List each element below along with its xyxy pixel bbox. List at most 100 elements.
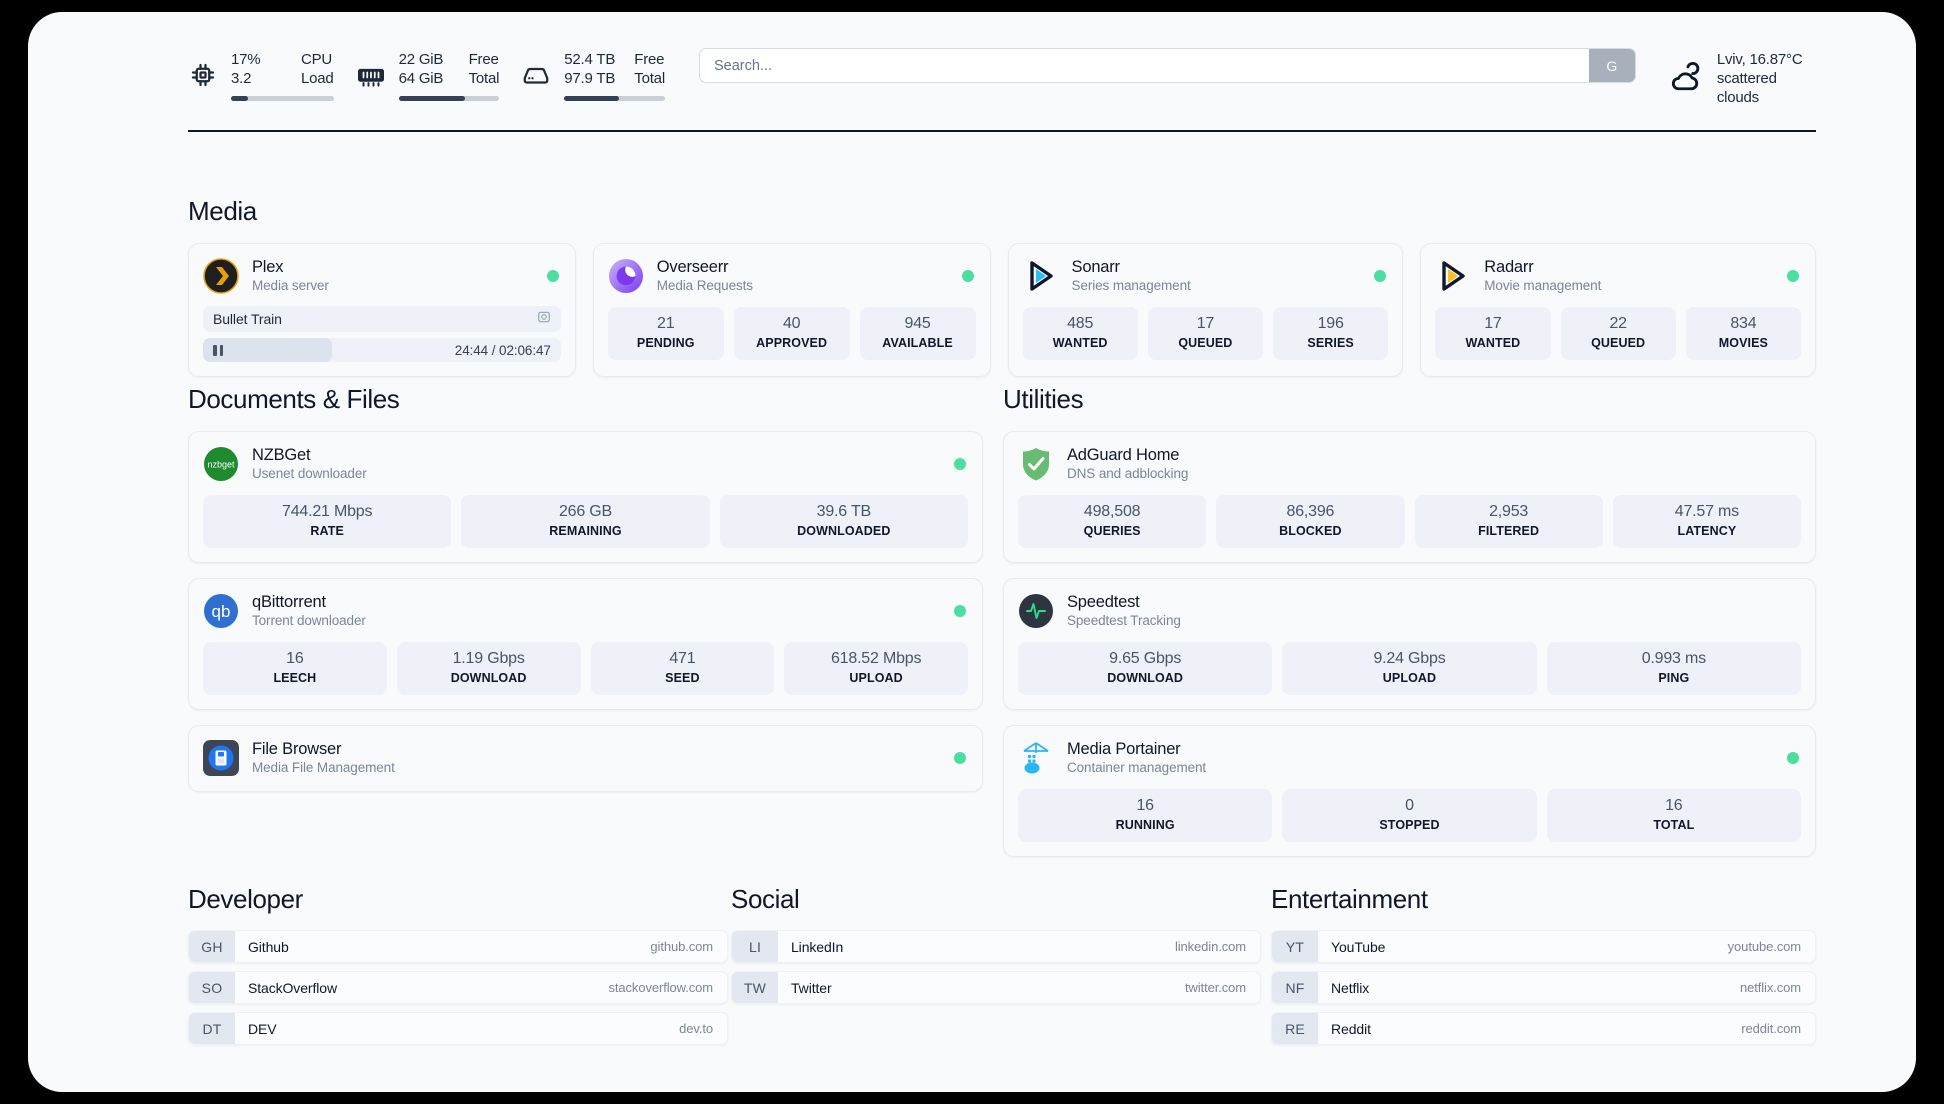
filebrowser-icon — [203, 740, 239, 776]
search-input[interactable] — [699, 49, 1589, 82]
bookmark-item-stackoverflow[interactable]: SO StackOverflow stackoverflow.com — [188, 971, 728, 1004]
radarr-subtitle: Movie management — [1484, 278, 1602, 293]
card-plex[interactable]: Plex Media server Bullet Train — [188, 243, 576, 377]
svg-text:qb: qb — [212, 602, 231, 621]
bookmark-item-github[interactable]: GH Github github.com — [188, 930, 728, 963]
tile-value: 196 — [1317, 315, 1344, 332]
overseerr-status-dot — [961, 270, 974, 282]
card-radarr[interactable]: Radarr Movie management 17 WANTED 22 QUE… — [1420, 243, 1816, 377]
tile-label: STOPPED — [1379, 818, 1440, 832]
tile-value: 0 — [1405, 797, 1414, 814]
filebrowser-name: File Browser — [252, 740, 342, 758]
tile-radarr-movies: 834 MOVIES — [1685, 307, 1802, 360]
tile-portainer-running: 16 RUNNING — [1018, 789, 1273, 842]
plex-name: Plex — [252, 258, 284, 276]
bookmark-name: LinkedIn — [791, 938, 844, 955]
search-provider-button[interactable]: G — [1588, 49, 1635, 82]
tile-value: 945 — [904, 315, 931, 332]
sonarr-status-dot — [1374, 270, 1387, 282]
pause-icon[interactable] — [213, 344, 223, 356]
bookmark-item-reddit[interactable]: RE Reddit reddit.com — [1271, 1012, 1816, 1045]
card-filebrowser[interactable]: File Browser Media File Management — [188, 725, 983, 792]
plex-progress-bar[interactable]: 24:44 / 02:06:47 — [203, 338, 561, 362]
tile-qbittorrent-upload: 618.52 Mbps UPLOAD — [784, 642, 968, 695]
bookmark-url: stackoverflow.com — [608, 980, 713, 995]
card-adguard[interactable]: AdGuard Home DNS and adblocking 498,508 … — [1003, 431, 1816, 563]
overseerr-subtitle: Media Requests — [656, 278, 753, 293]
tile-value: 86,396 — [1286, 503, 1335, 520]
bookmark-badge: TW — [732, 972, 778, 1003]
memory-free-value: 22 GiB — [398, 51, 444, 68]
speedtest-icon — [1018, 593, 1054, 629]
weather-location-temp: Lviv, 16.87°C — [1716, 51, 1803, 68]
bookmark-badge: YT — [1272, 931, 1318, 962]
disk-free-value: 52.4 TB — [564, 51, 616, 68]
tile-radarr-queued: 22 QUEUED — [1560, 307, 1676, 360]
bookmark-badge: LI — [732, 931, 778, 962]
speedtest-subtitle: Speedtest Tracking — [1067, 613, 1181, 628]
tile-adguard-queries: 498,508 QUERIES — [1018, 495, 1207, 548]
bookmark-item-linkedin[interactable]: LI LinkedIn linkedin.com — [731, 930, 1261, 963]
tile-nzbget-remaining: 266 GB REMAINING — [461, 495, 710, 548]
tile-sonarr-wanted: 485 WANTED — [1022, 307, 1138, 360]
tile-qbittorrent-seed: 471 SEED — [590, 642, 775, 695]
plex-now-playing-row[interactable]: Bullet Train — [203, 306, 561, 332]
cast-icon[interactable] — [537, 310, 551, 329]
stat-memory: 22 GiB 64 GiB Free Total — [356, 50, 499, 101]
disk-usage-bar — [564, 96, 665, 101]
media-section-title: Media — [188, 196, 257, 226]
portainer-icon — [1018, 740, 1054, 776]
bookmark-url: linkedin.com — [1174, 939, 1246, 954]
nzbget-icon: nzbget — [203, 446, 239, 482]
bookmark-url: github.com — [650, 939, 713, 954]
tile-label: LEECH — [273, 671, 317, 685]
nzbget-subtitle: Usenet downloader — [252, 466, 367, 481]
tile-value: 834 — [1730, 315, 1757, 332]
tile-value: 618.52 Mbps — [830, 650, 922, 667]
cpu-label-top: CPU — [301, 51, 333, 68]
card-nzbget[interactable]: nzbget NZBGet Usenet downloader 744.21 M… — [188, 431, 983, 563]
tile-label: REMAINING — [549, 524, 622, 538]
bookmark-item-youtube[interactable]: YT YouTube youtube.com — [1271, 930, 1816, 963]
sonarr-name: Sonarr — [1071, 258, 1121, 276]
tile-label: UPLOAD — [849, 671, 903, 685]
card-overseerr[interactable]: Overseerr Media Requests 21 PENDING 40 A… — [592, 243, 991, 377]
card-sonarr[interactable]: Sonarr Series management 485 WANTED 17 Q… — [1007, 243, 1404, 377]
tile-label: DOWNLOAD — [450, 671, 527, 685]
tile-value: 9.65 Gbps — [1109, 650, 1182, 667]
svg-text:nzbget: nzbget — [207, 460, 235, 470]
memory-total-value: 64 GiB — [398, 70, 444, 87]
bookmark-group-title: Developer — [188, 884, 303, 914]
stat-disk: 52.4 TB 97.9 TB Free Total — [521, 50, 665, 101]
tile-label: WANTED — [1465, 336, 1521, 350]
search-bar[interactable]: G — [698, 48, 1636, 83]
card-portainer[interactable]: Media Portainer Container management 16 … — [1003, 725, 1816, 857]
tile-label: DOWNLOADED — [797, 524, 891, 538]
speedtest-name: Speedtest — [1067, 593, 1140, 611]
qbittorrent-name: qBittorrent — [252, 593, 326, 611]
card-qbittorrent[interactable]: qb qBittorrent Torrent downloader 16 LEE… — [188, 578, 983, 710]
bookmark-badge: SO — [189, 972, 235, 1003]
filebrowser-subtitle: Media File Management — [252, 760, 395, 775]
bookmark-item-dev[interactable]: DT DEV dev.to — [188, 1012, 728, 1045]
tile-label: AVAILABLE — [882, 336, 953, 350]
tile-label: TOTAL — [1653, 818, 1695, 832]
tile-value: 17 — [1196, 315, 1215, 332]
tile-value: 40 — [782, 315, 801, 332]
bookmark-item-twitter[interactable]: TW Twitter twitter.com — [731, 971, 1261, 1004]
radarr-status-dot — [1787, 270, 1799, 282]
tile-value: 16 — [1665, 797, 1683, 814]
disk-label-bottom: Total — [634, 70, 665, 87]
tile-label: MOVIES — [1718, 336, 1768, 350]
disk-total-value: 97.9 TB — [564, 70, 616, 87]
tile-sonarr-series: 196 SERIES — [1273, 307, 1389, 360]
utilities-section: Utilities AdGuard Home DNS and adblockin… — [1003, 384, 1816, 857]
qbittorrent-icon: qb — [203, 593, 239, 629]
sonarr-subtitle: Series management — [1071, 278, 1191, 293]
bookmark-badge: GH — [189, 931, 235, 962]
card-speedtest[interactable]: Speedtest Speedtest Tracking 9.65 Gbps D… — [1003, 578, 1816, 710]
tile-value: 0.993 ms — [1641, 650, 1706, 667]
tile-value: 21 — [657, 315, 675, 332]
bookmark-item-netflix[interactable]: NF Netflix netflix.com — [1271, 971, 1816, 1004]
cloud-icon — [1668, 61, 1704, 97]
